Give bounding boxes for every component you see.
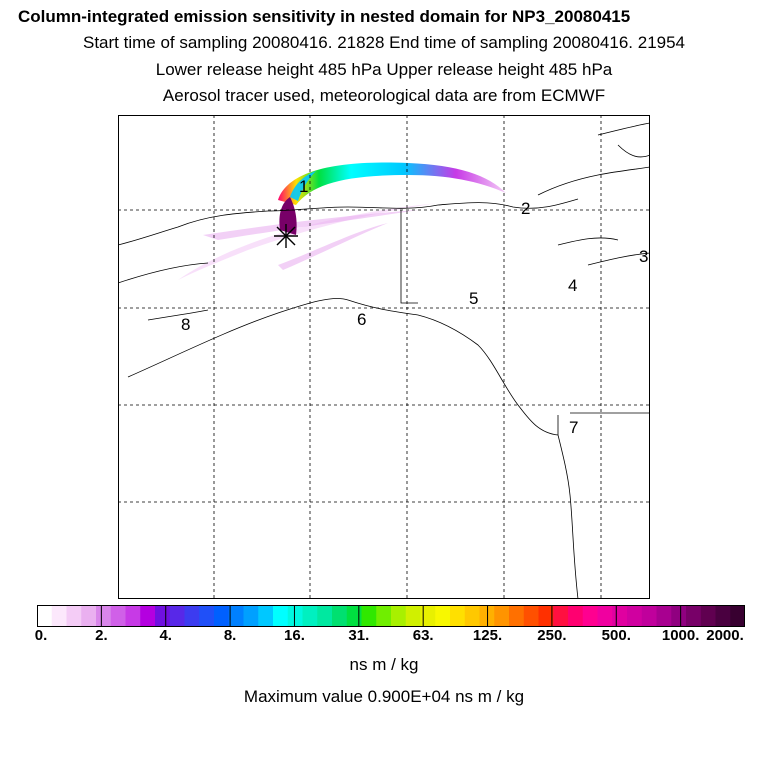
colorbar-cell	[641, 605, 657, 627]
colorbar-cell	[169, 605, 185, 627]
colorbar-cell	[450, 605, 466, 627]
colorbar-cell	[435, 605, 451, 627]
colorbar-tick-label: 2.	[95, 627, 108, 644]
colorbar-cell	[361, 605, 377, 627]
colorbar-cell	[597, 605, 613, 627]
trajectory-label-6: 6	[357, 310, 366, 329]
colorbar-cell	[553, 605, 569, 627]
borders	[400, 210, 650, 414]
colorbar-cell	[317, 605, 333, 627]
tracer-info-line: Aerosol tracer used, meteorological data…	[162, 86, 606, 105]
colorbar-cell	[287, 605, 303, 627]
colorbar-cell	[568, 605, 584, 627]
colorbar-cell	[302, 605, 318, 627]
colorbar-tick-label: 0.	[34, 627, 48, 644]
colorbar-cell	[494, 605, 510, 627]
colorbar-cell	[700, 605, 716, 627]
colorbar-tick-label: 31.	[348, 627, 370, 644]
colorbar-cell	[228, 605, 244, 627]
colorbar-cell	[686, 605, 702, 627]
trajectory-label-8: 8	[181, 315, 190, 334]
colorbar-cell	[37, 605, 53, 627]
map-frame	[118, 115, 650, 599]
graticule	[118, 115, 650, 599]
colorbar-cell	[214, 605, 230, 627]
colorbar-tick-label: 63.	[412, 627, 434, 644]
colorbar-cell	[332, 605, 348, 627]
colorbar-cell	[346, 605, 362, 627]
colorbar-tick-label: 250.	[537, 627, 567, 644]
colorbar-cell	[96, 605, 112, 627]
colorbar-cell	[730, 605, 745, 627]
colorbar-cell	[243, 605, 259, 627]
colorbar-cell	[376, 605, 392, 627]
colorbar-cell	[391, 605, 407, 627]
trajectory-label-3: 3	[639, 247, 648, 266]
colorbar-tick-label: 1000.	[661, 627, 700, 644]
colorbar-cell	[199, 605, 215, 627]
trajectory-label-4: 4	[568, 276, 577, 295]
trajectory-label-2: 2	[521, 199, 530, 218]
colorbar-cell	[405, 605, 421, 627]
trajectory-label-7: 7	[569, 418, 578, 437]
colorbar-tick-label: 500.	[601, 627, 631, 644]
colorbar-cell	[582, 605, 598, 627]
trajectory-label-5: 5	[469, 289, 478, 308]
colorbar-cell	[51, 605, 67, 627]
sampling-time-line: Start time of sampling 20080416. 21828 E…	[82, 33, 686, 52]
release-height-line: Lower release height 485 hPa Upper relea…	[155, 60, 613, 79]
colorbar-cell	[81, 605, 97, 627]
colorbar-tick-label: 2000.	[706, 627, 744, 644]
colorbar-tick-label: 8.	[223, 627, 237, 644]
colorbar-cell	[612, 605, 628, 627]
colorbar	[37, 605, 745, 627]
chart-title: Column-integrated emission sensitivity i…	[18, 7, 631, 26]
colorbar-cell	[110, 605, 126, 627]
colorbar-tick-label: 16.	[284, 627, 305, 644]
map-panel: 1 2 3 4 5 6 7 8	[118, 115, 650, 599]
colorbar-cell	[656, 605, 672, 627]
colorbar-cell	[155, 605, 171, 627]
colorbar-cell	[140, 605, 156, 627]
colorbar-cell	[671, 605, 687, 627]
colorbar-cell	[420, 605, 436, 627]
trajectory-label-1: 1	[299, 177, 308, 196]
colorbar-cell	[125, 605, 141, 627]
colorbar-cell	[464, 605, 480, 627]
colorbar-units: ns m / kg	[349, 655, 419, 674]
colorbar-cell	[184, 605, 200, 627]
colorbar-cell	[509, 605, 525, 627]
colorbar-cell	[258, 605, 274, 627]
emission-sensitivity-field	[178, 162, 506, 280]
colorbar-tick-label: 125.	[472, 627, 503, 644]
colorbar-cell	[627, 605, 643, 627]
colorbar-tick-label: 4.	[159, 627, 172, 644]
colorbar-cell	[66, 605, 82, 627]
maximum-value-text: Maximum value 0.900E+04 ns m / kg	[243, 687, 525, 706]
colorbar-cell	[273, 605, 289, 627]
colorbar-tick-labels: 0. 2. 4. 8. 16. 31. 63. 125. 250. 500. 1000. 2000.	[0, 627, 768, 649]
colorbar-cell	[538, 605, 554, 627]
release-point-marker	[274, 224, 298, 248]
colorbar-cell	[715, 605, 731, 627]
coastlines	[118, 122, 650, 599]
colorbar-cell	[523, 605, 539, 627]
